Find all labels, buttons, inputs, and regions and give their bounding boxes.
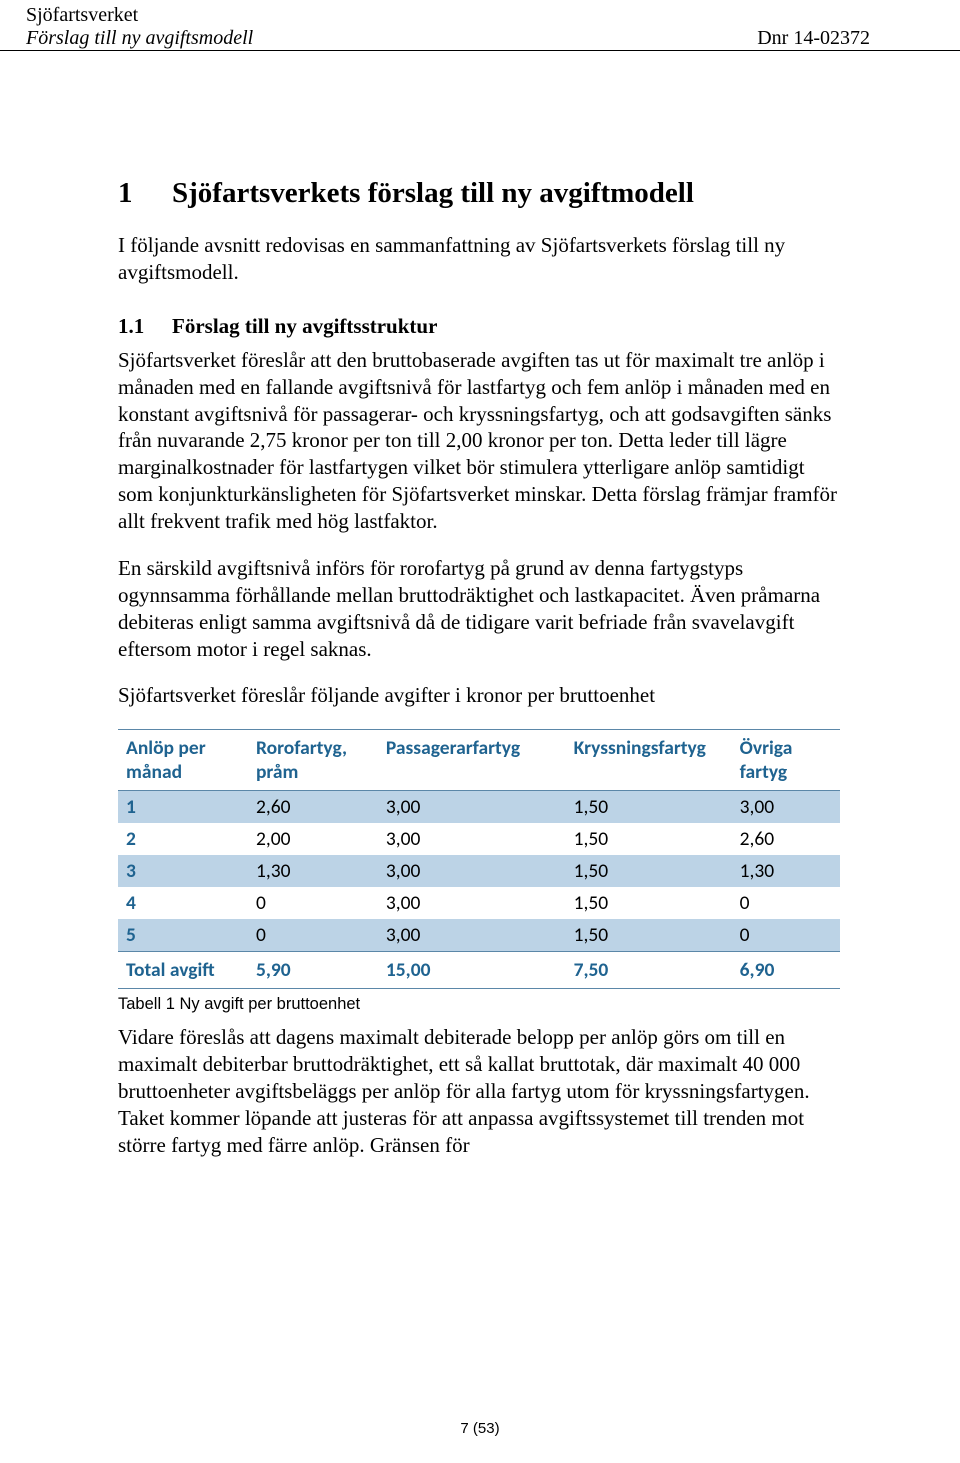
table-row: 3 1,30 3,00 1,50 1,30 bbox=[118, 855, 840, 887]
cell: 1,50 bbox=[566, 823, 732, 855]
cell: 3,00 bbox=[378, 919, 566, 952]
subsection-title: Förslag till ny avgiftsstruktur bbox=[172, 314, 840, 339]
total-cell: 7,50 bbox=[566, 952, 732, 989]
header-subtitle: Förslag till ny avgiftsmodell bbox=[26, 27, 253, 50]
header-dnr: Dnr 14-02372 bbox=[757, 27, 870, 50]
total-cell: 6,90 bbox=[732, 952, 840, 989]
paragraph: Sjöfartsverket föreslår att den bruttoba… bbox=[118, 347, 840, 535]
cell: 1,30 bbox=[732, 855, 840, 887]
cell: 1,50 bbox=[566, 887, 732, 919]
page: Sjöfartsverket Förslag till ny avgiftsmo… bbox=[0, 0, 960, 1463]
cell: 0 bbox=[732, 919, 840, 952]
cell: 0 bbox=[248, 919, 378, 952]
cell: 3,00 bbox=[378, 855, 566, 887]
cell: 2,60 bbox=[248, 791, 378, 824]
cell: 3,00 bbox=[378, 887, 566, 919]
row-label: 3 bbox=[118, 855, 248, 887]
cell: 1,30 bbox=[248, 855, 378, 887]
table-total-row: Total avgift 5,90 15,00 7,50 6,90 bbox=[118, 952, 840, 989]
section-heading: 1 Sjöfartsverkets förslag till ny avgift… bbox=[118, 177, 840, 210]
page-footer: 7 (53) bbox=[0, 1420, 960, 1437]
page-header: Sjöfartsverket Förslag till ny avgiftsmo… bbox=[0, 0, 960, 51]
header-org: Sjöfartsverket bbox=[26, 4, 870, 27]
table-row: 5 0 3,00 1,50 0 bbox=[118, 919, 840, 952]
table-caption: Tabell 1 Ny avgift per bruttoenhet bbox=[118, 995, 840, 1014]
fee-table-wrap: Anlöp per månad Rorofartyg, pråm Passage… bbox=[118, 729, 840, 989]
cell: 1,50 bbox=[566, 919, 732, 952]
cell: 1,50 bbox=[566, 855, 732, 887]
section-intro: I följande avsnitt redovisas en sammanfa… bbox=[118, 232, 840, 286]
cell: 0 bbox=[732, 887, 840, 919]
content: 1 Sjöfartsverkets förslag till ny avgift… bbox=[0, 57, 960, 1159]
cell: 0 bbox=[248, 887, 378, 919]
row-label: 5 bbox=[118, 919, 248, 952]
table-row: 2 2,00 3,00 1,50 2,60 bbox=[118, 823, 840, 855]
total-cell: 15,00 bbox=[378, 952, 566, 989]
paragraph: Vidare föreslås att dagens maximalt debi… bbox=[118, 1024, 840, 1158]
row-label: 2 bbox=[118, 823, 248, 855]
paragraph: En särskild avgiftsnivå införs för rorof… bbox=[118, 555, 840, 663]
cell: 3,00 bbox=[732, 791, 840, 824]
row-label: 4 bbox=[118, 887, 248, 919]
col-header: Övriga fartyg bbox=[732, 730, 840, 791]
col-header: Anlöp per månad bbox=[118, 730, 248, 791]
col-header: Kryssningsfartyg bbox=[566, 730, 732, 791]
cell: 1,50 bbox=[566, 791, 732, 824]
col-header: Rorofartyg, pråm bbox=[248, 730, 378, 791]
fee-table: Anlöp per månad Rorofartyg, pråm Passage… bbox=[118, 729, 840, 989]
total-label: Total avgift bbox=[118, 952, 248, 989]
table-row: 4 0 3,00 1,50 0 bbox=[118, 887, 840, 919]
cell: 2,60 bbox=[732, 823, 840, 855]
section-title: Sjöfartsverkets förslag till ny avgiftmo… bbox=[172, 177, 840, 210]
table-row: 1 2,60 3,00 1,50 3,00 bbox=[118, 791, 840, 824]
subsection-heading: 1.1 Förslag till ny avgiftsstruktur bbox=[118, 314, 840, 339]
col-header: Passagerarfartyg bbox=[378, 730, 566, 791]
cell: 3,00 bbox=[378, 823, 566, 855]
cell: 3,00 bbox=[378, 791, 566, 824]
total-cell: 5,90 bbox=[248, 952, 378, 989]
table-header-row: Anlöp per månad Rorofartyg, pråm Passage… bbox=[118, 730, 840, 791]
cell: 2,00 bbox=[248, 823, 378, 855]
subsection-number: 1.1 bbox=[118, 314, 172, 339]
paragraph: Sjöfartsverket föreslår följande avgifte… bbox=[118, 682, 840, 709]
section-number: 1 bbox=[118, 177, 172, 210]
row-label: 1 bbox=[118, 791, 248, 824]
header-row: Förslag till ny avgiftsmodell Dnr 14-023… bbox=[26, 27, 870, 50]
